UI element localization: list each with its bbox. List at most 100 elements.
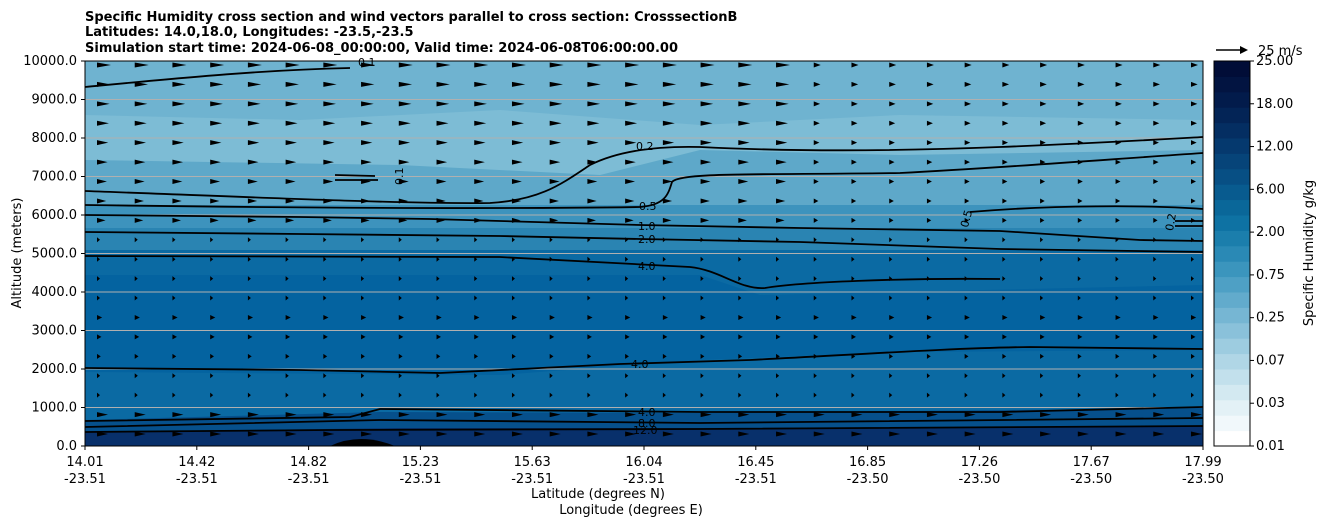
wind-arrow-icon [474,159,485,165]
wind-arrow-icon [738,412,750,418]
wind-arrow-icon [625,101,638,107]
wind-arrow-icon [776,140,788,146]
wind-arrow-icon [964,237,968,243]
wind-arrow-icon [511,373,516,379]
wind-arrow-icon [813,179,819,185]
contour-4.0-lower [84,346,1204,374]
wind-arrow-icon [813,198,819,204]
wind-arrow-icon [700,179,711,185]
wind-arrow-icon [1115,334,1121,340]
contour-2.0 [84,231,1204,253]
colorbar-band [1214,76,1250,93]
y-tick-label: 1000.0 [32,401,78,416]
wind-arrow-icon [738,295,742,301]
wind-arrow-icon [1002,217,1007,223]
wind-arrow-icon [1191,159,1197,165]
wind-arrow-icon [361,276,365,282]
contour-label: 2.0 [638,233,656,246]
wind-vectors [97,62,1202,437]
wind-arrow-icon [1077,334,1083,340]
wind-arrow-icon [549,179,560,185]
wind-arrow-icon [1115,62,1123,68]
wind-arrow-icon [662,412,674,418]
wind-arrow-icon [549,295,553,301]
wind-arrow-icon [700,140,712,146]
wind-arrow-icon [1153,276,1157,282]
wind-arrow-icon [889,179,895,185]
wind-arrow-icon [134,237,138,243]
wind-arrow-icon [1153,140,1159,146]
wind-arrow-icon [436,276,440,282]
wind-arrow-icon [210,120,223,126]
wind-arrow-icon [1002,314,1008,320]
wind-arrow-icon [926,431,938,437]
wind-arrow-icon [587,101,601,107]
wind-arrow-icon [738,217,747,223]
x-tick-label-lat: 14.42 [178,455,215,470]
colorbar-band [1214,107,1250,124]
wind-arrow-icon [926,373,931,379]
wind-arrow-icon [964,353,969,359]
wind-arrow-icon [172,295,176,301]
wind-arrow-icon [662,81,677,87]
wind-arrow-icon [1040,140,1046,146]
wind-arrow-icon [97,159,108,165]
plot-area: 0.1 0.1 0.2 0.5 1.0 2.0 4.0 4.0 4.0 8.0 … [84,56,1204,447]
wind-arrow-icon [964,256,968,262]
wind-arrow-icon [851,314,857,320]
wind-arrow-icon [889,217,894,223]
wind-arrow-icon [1040,295,1044,301]
wind-arrow-icon [1115,431,1127,437]
wind-arrow-icon [889,295,893,301]
wind-arrow-icon [549,120,562,126]
x-tick-label-lat: 17.67 [1073,455,1110,470]
wind-arrow-icon [172,412,184,418]
wind-arrow-icon [964,217,969,223]
contour-0.5 [84,152,1204,209]
wind-arrow-icon [134,276,138,282]
wind-arrow-icon [700,81,714,87]
colorbar-band [1214,61,1250,77]
wind-arrow-icon [549,237,553,243]
colorbar-frame [1213,60,1251,447]
wind-arrow-icon [926,120,933,126]
wind-arrow-icon [1153,198,1158,204]
wind-arrow-icon [436,256,440,262]
colorbar-label: Specific Humidity g/kg [1302,180,1317,326]
contour-label: 0.5 [639,200,657,213]
wind-arrow-icon [1040,101,1047,107]
wind-arrow-icon [436,120,449,126]
wind-arrow-icon [398,412,410,418]
wind-arrow-icon [511,412,523,418]
wind-arrow-icon [210,256,214,262]
wind-arrow-icon [436,159,448,165]
wind-arrow-icon [247,217,257,223]
wind-arrow-icon [1002,353,1007,359]
x-tick-label-lon: -23.50 [1182,472,1224,487]
contour-12.0 [84,425,1204,433]
wind-arrow-icon [1115,179,1121,185]
contour-8.0 [84,417,1204,428]
wind-arrow-icon [964,159,970,165]
wind-arrow-icon [889,62,897,68]
wind-arrow-icon [587,373,591,379]
wind-arrow-icon [323,373,327,379]
wind-arrow-icon [587,120,600,126]
wind-arrow-icon [662,373,666,379]
colorbar-band [1214,338,1250,355]
wind-arrow-icon [247,412,259,418]
wind-arrow-icon [97,62,111,68]
wind-arrow-icon [398,140,411,146]
wind-arrow-icon [662,334,668,340]
wind-arrow-icon [813,81,821,87]
wind-arrow-icon [587,431,599,437]
wind-arrow-icon [738,256,742,262]
wind-arrow-icon [474,276,478,282]
wind-arrow-icon [247,295,251,301]
wind-arrow-icon [1191,412,1202,418]
wind-arrow-icon [210,314,216,320]
x-tick-label-lat: 15.63 [514,455,551,470]
wind-arrow-icon [210,373,214,379]
wind-arrow-icon [549,140,561,146]
wind-arrow-icon [813,159,820,165]
